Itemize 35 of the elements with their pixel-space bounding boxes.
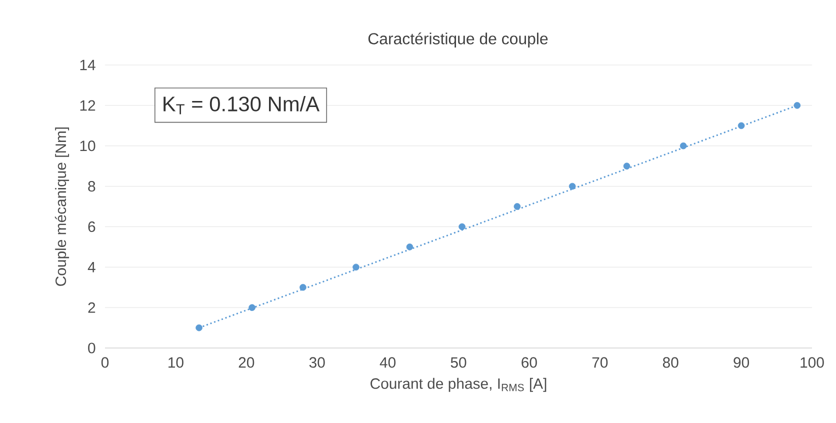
x-tick-label: 0	[101, 357, 109, 368]
y-tick-label: 14	[80, 60, 96, 70]
x-tick-label: 90	[734, 357, 750, 368]
x-tick-label: 100	[800, 357, 824, 368]
x-tick-label: 30	[309, 357, 325, 368]
x-tick-label: 70	[592, 357, 608, 368]
point	[300, 284, 306, 291]
point	[680, 142, 687, 150]
point	[623, 162, 630, 170]
y-tick-label: 12	[80, 100, 96, 111]
y-tick-label: 4	[88, 262, 96, 272]
point	[352, 264, 360, 271]
y-axis-title: Couple mécanique [Nm]	[54, 127, 70, 286]
point	[738, 122, 745, 130]
y-tick-label: 0	[88, 342, 96, 354]
chart-title: Caractéristique de couple	[368, 32, 548, 48]
point	[196, 324, 202, 332]
point	[458, 223, 466, 230]
y-tick-label: 8	[88, 180, 96, 192]
point	[514, 203, 521, 210]
x-tick-label: 40	[380, 357, 396, 368]
point	[248, 304, 256, 311]
x-tick-label: 50	[450, 357, 466, 368]
x-axis-title: Courant de phase, I$_{RMS}$ [A]	[370, 378, 546, 392]
y-tick-label: 2	[88, 302, 96, 313]
point	[568, 182, 576, 190]
y-tick-label: 10	[80, 140, 96, 152]
x-tick-label: 10	[168, 357, 184, 368]
point	[794, 102, 801, 109]
x-tick-label: 60	[522, 357, 537, 368]
y-tick-label: 6	[88, 221, 96, 232]
x-tick-label: 80	[662, 357, 678, 368]
point	[406, 244, 414, 250]
annotation: K$_{T}$ = 0.130 Nm/A	[164, 96, 320, 114]
x-tick-label: 20	[238, 357, 254, 368]
